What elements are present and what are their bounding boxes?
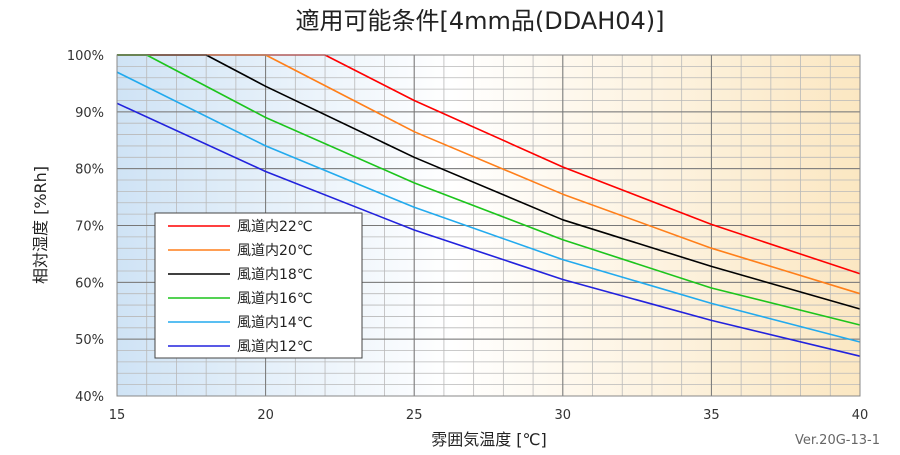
x-tick-label: 40 (852, 408, 869, 423)
x-axis-label: 雰囲気温度 [℃] (431, 430, 547, 449)
x-tick-label: 25 (406, 408, 423, 423)
y-tick-label: 100% (67, 49, 104, 64)
y-tick-label: 40% (75, 390, 104, 405)
y-tick-labels: 40% 50% 60% 70% 80% 90% 100% (67, 49, 104, 405)
y-tick-label: 70% (75, 220, 104, 235)
legend-box (154, 212, 363, 359)
legend-entry: 風道内12℃ (237, 339, 313, 355)
plot-frame (116, 54, 861, 397)
x-tick-labels: 15 20 25 30 35 40 (109, 408, 869, 423)
series-line (116, 102, 861, 357)
y-tick-label: 90% (75, 106, 104, 121)
legend: 風道内22℃ 風道内20℃ 風道内18℃ 風道内16℃ 風道内14℃ 風道内12℃ (154, 212, 363, 359)
legend-entry: 風道内22℃ (237, 219, 313, 235)
x-tick-label: 20 (257, 408, 274, 423)
y-axis-label: 相対湿度 [%Rh] (31, 166, 50, 284)
chart-title: 適用可能条件[4mm品(DDAH04)] (295, 7, 664, 35)
legend-entry: 風道内20℃ (237, 243, 313, 259)
x-tick-label: 30 (555, 408, 572, 423)
x-tick-label: 15 (109, 408, 126, 423)
version-label: Ver.20G-13-1 (795, 433, 880, 448)
y-tick-label: 50% (75, 333, 104, 348)
legend-entry: 風道内18℃ (237, 267, 313, 283)
y-tick-label: 60% (75, 276, 104, 291)
y-tick-label: 80% (75, 163, 104, 178)
x-tick-label: 35 (703, 408, 720, 423)
legend-entry: 風道内16℃ (237, 291, 313, 307)
legend-entry: 風道内14℃ (237, 315, 313, 331)
series-line (116, 71, 861, 343)
